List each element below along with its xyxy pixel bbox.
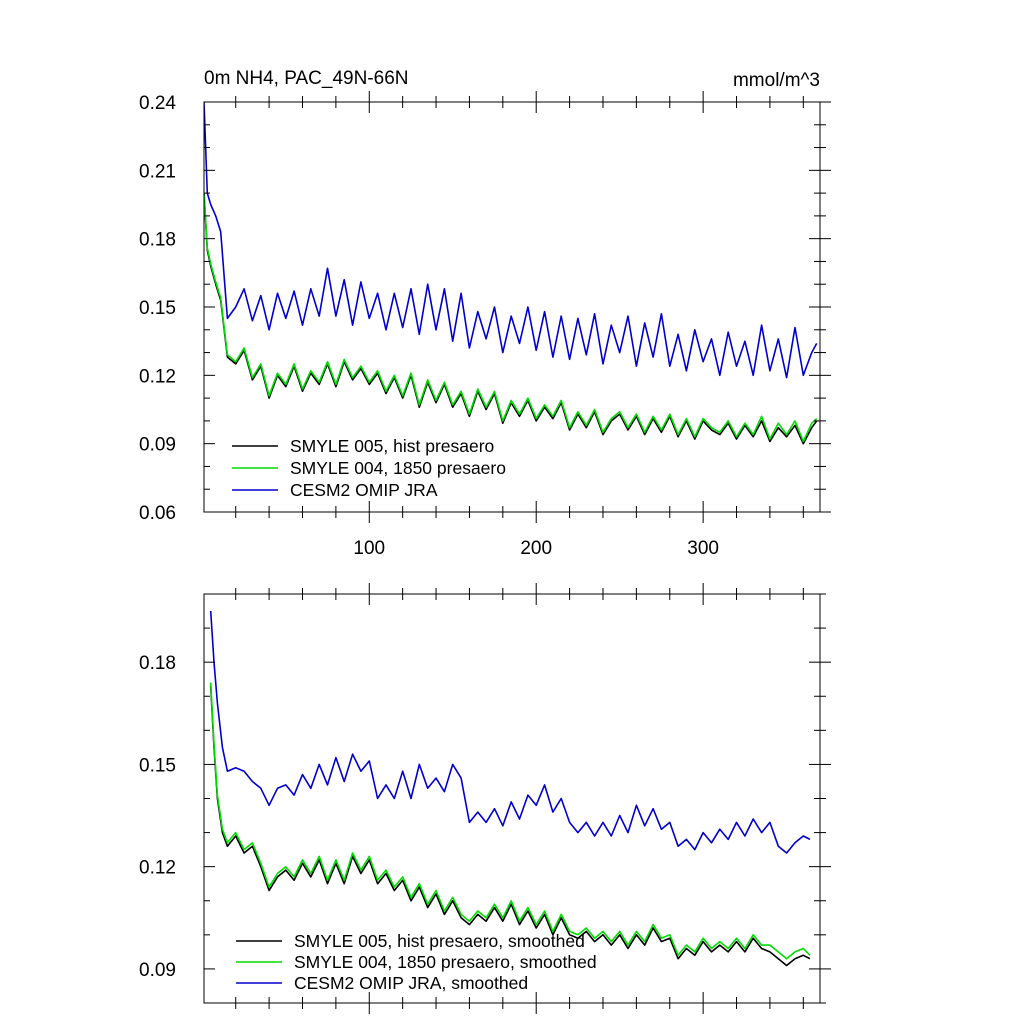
x-tick-label: 100	[353, 538, 385, 559]
series-line-cesm2-omip-jra-smoothed	[209, 610, 811, 854]
legend-label-smyle-005-hist-presaero: SMYLE 005, hist presaero	[290, 436, 494, 456]
series-line-smyle-004-1850-presaero-smoothed	[209, 682, 811, 960]
bottom-series-layer	[209, 610, 811, 967]
bottom-legend: SMYLE 005, hist presaero, smoothedSMYLE …	[236, 931, 597, 993]
legend-label-smyle-005-hist-presaero-smoothed: SMYLE 005, hist presaero, smoothed	[294, 931, 585, 951]
y-tick-label: 0.12	[139, 366, 176, 387]
x-tick-label: 200	[520, 538, 552, 559]
top-series-layer	[204, 102, 818, 445]
legend-label-cesm2-omip-jra: CESM2 OMIP JRA	[290, 480, 438, 500]
y-tick-label: 0.06	[139, 503, 176, 524]
bottom-panel: 0.09 0.12 0.15 0.18 SMYLE 005, hist presaer…	[139, 583, 831, 1014]
series-line-smyle-005-hist-presaero	[204, 193, 818, 445]
x-tick-label: 300	[687, 538, 719, 559]
series-line-smyle-004-1850-presaero	[204, 193, 818, 443]
bottom-axis-layer: 0.09 0.12 0.15 0.18	[139, 583, 831, 1014]
y-tick-label: 0.21	[139, 161, 176, 182]
y-tick-label: 0.09	[139, 960, 176, 981]
y-tick-label: 0.15	[139, 298, 176, 319]
legend-label-smyle-004-1850-presaero-smoothed: SMYLE 004, 1850 presaero, smoothed	[294, 952, 597, 972]
top-panel: 0m NH4, PAC_49N-66N mmol/m^3 0.06 0.09 0.1…	[139, 68, 831, 559]
y-tick-label: 0.18	[139, 653, 176, 674]
top-axis-layer: 0.06 0.09 0.12 0.15 0.18 0.21 0.24 100 200 300	[139, 91, 831, 559]
y-tick-label: 0.24	[139, 93, 176, 114]
y-tick-label: 0.18	[139, 230, 176, 251]
units-label: mmol/m^3	[733, 70, 820, 91]
series-line-cesm2-omip-jra	[204, 102, 818, 379]
series-line-smyle-005-hist-presaero-smoothed	[209, 685, 811, 967]
y-tick-label: 0.09	[139, 435, 176, 456]
y-tick-label: 0.12	[139, 858, 176, 879]
legend-label-cesm2-omip-jra-smoothed: CESM2 OMIP JRA, smoothed	[294, 973, 528, 993]
chart-title: 0m NH4, PAC_49N-66N	[204, 68, 409, 89]
y-tick-label: 0.15	[139, 755, 176, 776]
legend-label-smyle-004-1850-presaero: SMYLE 004, 1850 presaero	[290, 458, 506, 478]
